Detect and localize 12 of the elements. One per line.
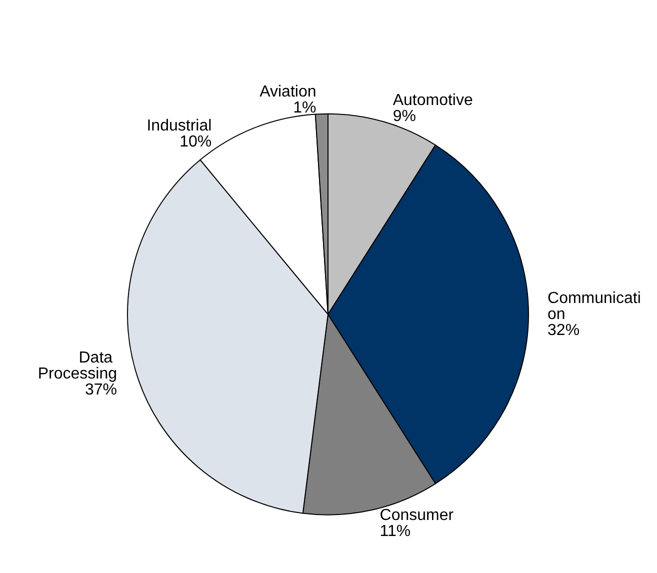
data-label: 9% xyxy=(392,108,416,125)
data-label: 10% xyxy=(180,133,212,150)
slice-label: Aviation xyxy=(260,83,316,100)
slice-label: Data Processing xyxy=(38,350,117,383)
data-label: 11% xyxy=(380,523,411,540)
data-label: 1% xyxy=(293,99,316,116)
slice-label: Communication xyxy=(548,290,641,323)
data-label: 32% xyxy=(548,322,580,339)
slice-label: Automotive xyxy=(392,92,473,109)
data-label: 37% xyxy=(84,382,117,399)
slice-label: Industrial xyxy=(146,117,212,134)
slice-label: Consumer xyxy=(380,507,454,524)
